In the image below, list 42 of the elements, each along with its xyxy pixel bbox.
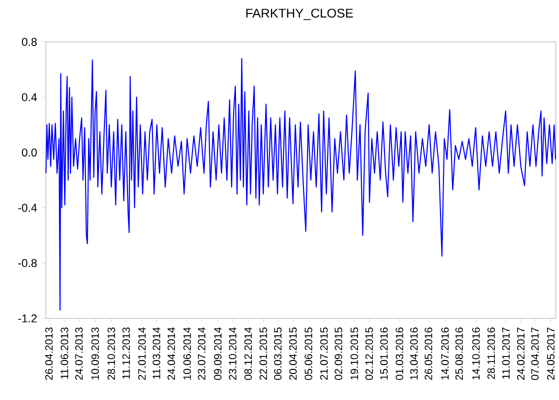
x-tick-label: 23.07.2014 bbox=[198, 327, 206, 380]
x-tick-label: 14.10.2016 bbox=[472, 327, 480, 380]
x-tick-label: 24.04.2014 bbox=[168, 327, 176, 380]
x-tick-label: 14.07.2016 bbox=[441, 327, 449, 380]
x-tick-label: 20.04.2015 bbox=[289, 327, 297, 380]
x-tick-label: 28.10.2013 bbox=[108, 327, 116, 380]
x-tick-label: 27.01.2014 bbox=[138, 327, 146, 380]
y-tick-label: -0.8 bbox=[18, 258, 37, 267]
y-tick-label: -1.2 bbox=[18, 314, 37, 322]
x-tick-label: 07.04.2017 bbox=[531, 328, 539, 380]
x-tick-label: 10.09.2013 bbox=[91, 327, 99, 380]
line-series bbox=[45, 58, 556, 311]
x-tick-label: 24.02.2017 bbox=[517, 328, 525, 380]
x-tick-label: 11.03.2014 bbox=[152, 327, 160, 379]
x-tick-label: 06.03.2015 bbox=[274, 327, 282, 380]
x-tick-label: 11.12.2013 bbox=[122, 327, 130, 379]
x-tick-label: 15.01.2016 bbox=[380, 327, 388, 380]
x-tick-label: 25.08.2016 bbox=[455, 327, 463, 380]
x-tick-label: 11.01.2017 bbox=[502, 328, 510, 379]
x-tick-label: 19.10.2015 bbox=[350, 327, 358, 380]
x-tick-label: 01.03.2016 bbox=[396, 327, 404, 380]
x-tick-label: 28.11.2016 bbox=[487, 327, 495, 379]
x-tick-label: 08.12.2014 bbox=[244, 327, 252, 380]
x-tick-label: 11.06.2013 bbox=[60, 327, 68, 379]
x-tick-label: 02.09.2015 bbox=[334, 327, 342, 380]
x-tick-label: 02.12.2015 bbox=[365, 327, 373, 380]
x-tick-label: 23.10.2014 bbox=[228, 327, 236, 380]
y-tick-label: -0.4 bbox=[18, 204, 37, 212]
x-tick-label: 22.01.2015 bbox=[260, 327, 268, 380]
y-tick-label: 0.4 bbox=[22, 93, 37, 102]
chart-title: FARKTHY_CLOSE bbox=[246, 8, 353, 20]
x-tick-label: 21.07.2015 bbox=[320, 327, 328, 380]
y-tick-label: 0.8 bbox=[22, 38, 37, 46]
x-tick-label: 05.06.2015 bbox=[304, 327, 312, 380]
x-tick-label: 09.09.2014 bbox=[214, 327, 222, 380]
x-tick-label: 24.07.2013 bbox=[75, 327, 83, 380]
x-tick-label: 13.04.2016 bbox=[410, 327, 418, 380]
y-tick-label: 0.0 bbox=[22, 148, 37, 156]
x-tick-label: 26.05.2016 bbox=[424, 327, 432, 380]
x-tick-label: 24.05.2017 bbox=[547, 328, 555, 380]
x-tick-label: 26.04.2013 bbox=[45, 327, 53, 380]
x-tick-label: 10.06.2014 bbox=[183, 327, 191, 380]
